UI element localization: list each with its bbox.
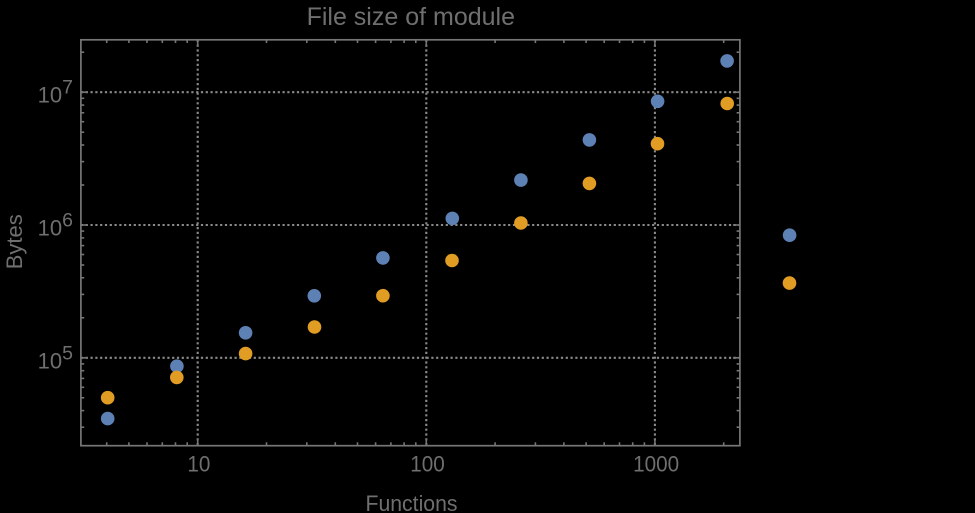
svg-text:100: 100 — [410, 452, 445, 477]
svg-text:1000: 1000 — [633, 452, 679, 477]
svg-text:10: 10 — [187, 452, 210, 477]
svg-text:Bytes: Bytes — [2, 214, 27, 269]
svg-text:Functions: Functions — [366, 491, 458, 513]
svg-text:File size of module: File size of module — [307, 3, 515, 31]
